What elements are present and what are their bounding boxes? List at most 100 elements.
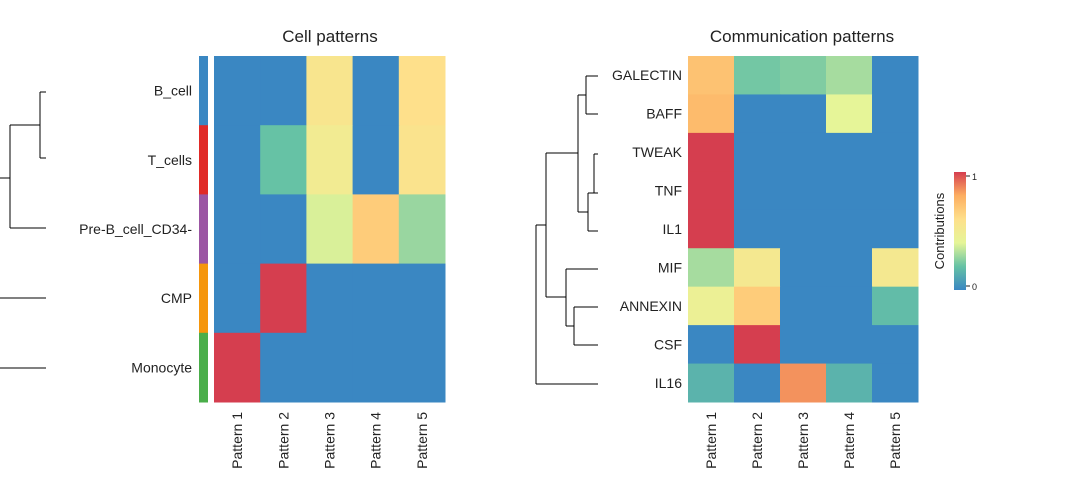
heatmap-cell: [306, 194, 354, 265]
heatmap-cell: [826, 363, 873, 403]
row-label: T_cells: [148, 152, 192, 168]
column-label: Pattern 1: [229, 412, 245, 469]
column-label: Pattern 1: [703, 412, 719, 469]
heatmap-cell: [214, 263, 261, 334]
heatmap-cell: [688, 94, 735, 134]
heatmap-cell: [260, 56, 307, 126]
heatmap-cell: [260, 263, 307, 334]
column-label: Pattern 2: [275, 412, 291, 469]
heatmap-cell: [826, 286, 873, 326]
column-label: Pattern 4: [368, 412, 384, 469]
heatmap-cell: [398, 332, 446, 403]
heatmap-cell: [734, 132, 781, 172]
heatmap-cell: [826, 132, 873, 172]
heatmap-cell: [780, 286, 827, 326]
heatmap-cell: [214, 332, 261, 403]
row-label: IL1: [663, 221, 683, 237]
cell-patterns-row-labels: B_cell T_cells Pre-B_cell_CD34- CMP Monocyte: [79, 83, 192, 376]
heatmap-cell: [826, 248, 873, 288]
row-label: TNF: [655, 183, 682, 199]
heatmap-cell: [352, 263, 400, 334]
cell-patterns-dendrogram: [0, 91, 46, 369]
heatmap-cell: [688, 286, 735, 326]
row-annotation-swatch: [199, 56, 208, 126]
row-label: CSF: [654, 336, 682, 352]
row-label: ANNEXIN: [620, 298, 682, 314]
heatmap-cell: [826, 325, 873, 365]
heatmap-cell: [780, 248, 827, 288]
row-label: Pre-B_cell_CD34-: [79, 221, 192, 237]
communication-patterns-column-labels: Pattern 1 Pattern 2 Pattern 3 Pattern 4 Patt…: [703, 412, 903, 469]
row-label: IL16: [655, 375, 682, 391]
heatmap-cell: [688, 325, 735, 365]
heatmap-cell: [352, 56, 400, 126]
communication-patterns-heatmap: [688, 56, 919, 403]
communication-patterns-dendrogram: [535, 75, 598, 385]
heatmap-cell: [734, 325, 781, 365]
legend-min-label: 0: [972, 282, 977, 292]
heatmap-cell: [688, 171, 735, 211]
heatmap-cell: [780, 209, 827, 249]
heatmap-cell: [306, 125, 354, 195]
heatmap-cell: [688, 56, 735, 95]
heatmap-cell: [780, 363, 827, 403]
heatmap-cell: [780, 56, 827, 95]
heatmap-cell: [398, 194, 446, 265]
heatmap-cell: [780, 94, 827, 134]
legend-max-label: 1: [972, 172, 977, 182]
row-label: Monocyte: [131, 359, 192, 375]
heatmap-cell: [734, 363, 781, 403]
communication-patterns-panel: Communication patterns GALECTIN BAFF TWEAK…: [535, 27, 919, 469]
legend-color-bar: [954, 172, 966, 290]
heatmap-cell: [352, 332, 400, 403]
heatmap-cell: [214, 125, 261, 195]
heatmap-cell: [826, 209, 873, 249]
column-label: Pattern 5: [414, 412, 430, 469]
row-label: TWEAK: [632, 144, 682, 160]
heatmap-cell: [872, 325, 919, 365]
heatmap-cell: [872, 171, 919, 211]
row-label: CMP: [161, 290, 192, 306]
column-label: Pattern 2: [749, 412, 765, 469]
heatmap-cell: [688, 132, 735, 172]
communication-patterns-title: Communication patterns: [710, 27, 894, 46]
row-label: MIF: [658, 259, 682, 275]
row-annotation-swatch: [199, 332, 208, 403]
communication-patterns-row-labels: GALECTIN BAFF TWEAK TNF IL1 MIF ANNEXIN CSF IL16: [612, 67, 683, 391]
heatmap-cell: [734, 56, 781, 95]
heatmap-cell: [734, 248, 781, 288]
row-label: BAFF: [646, 106, 682, 122]
cell-patterns-panel: Cell patterns B_cell T_cells Pre-B_cell_CD…: [0, 27, 446, 469]
heatmap-cell: [780, 132, 827, 172]
heatmap-cell: [688, 248, 735, 288]
heatmap-cell: [352, 125, 400, 195]
row-annotation-swatch: [199, 194, 208, 265]
heatmap-cell: [734, 286, 781, 326]
heatmap-cell: [780, 325, 827, 365]
heatmap-cell: [780, 171, 827, 211]
heatmap-cell: [306, 56, 354, 126]
heatmap-cell: [214, 194, 261, 265]
heatmap-cell: [734, 94, 781, 134]
heatmap-cell: [352, 194, 400, 265]
heatmap-cell: [398, 125, 446, 195]
heatmap-cell: [306, 332, 354, 403]
cell-patterns-heatmap: [214, 56, 446, 403]
column-label: Pattern 5: [887, 412, 903, 469]
heatmap-cell: [688, 363, 735, 403]
row-annotation-swatch: [199, 263, 208, 334]
column-label: Pattern 4: [841, 412, 857, 469]
heatmap-cell: [826, 56, 873, 95]
heatmap-cell: [398, 263, 446, 334]
heatmap-cell: [826, 171, 873, 211]
cell-patterns-row-annotation: [199, 56, 208, 403]
contributions-legend: 1 0 Contributions: [932, 172, 977, 292]
heatmap-cell: [872, 132, 919, 172]
column-label: Pattern 3: [795, 412, 811, 469]
row-label: GALECTIN: [612, 67, 682, 83]
heatmap-cell: [260, 194, 307, 265]
heatmap-cell: [872, 94, 919, 134]
column-label: Pattern 3: [322, 412, 338, 469]
heatmap-cell: [214, 56, 261, 126]
